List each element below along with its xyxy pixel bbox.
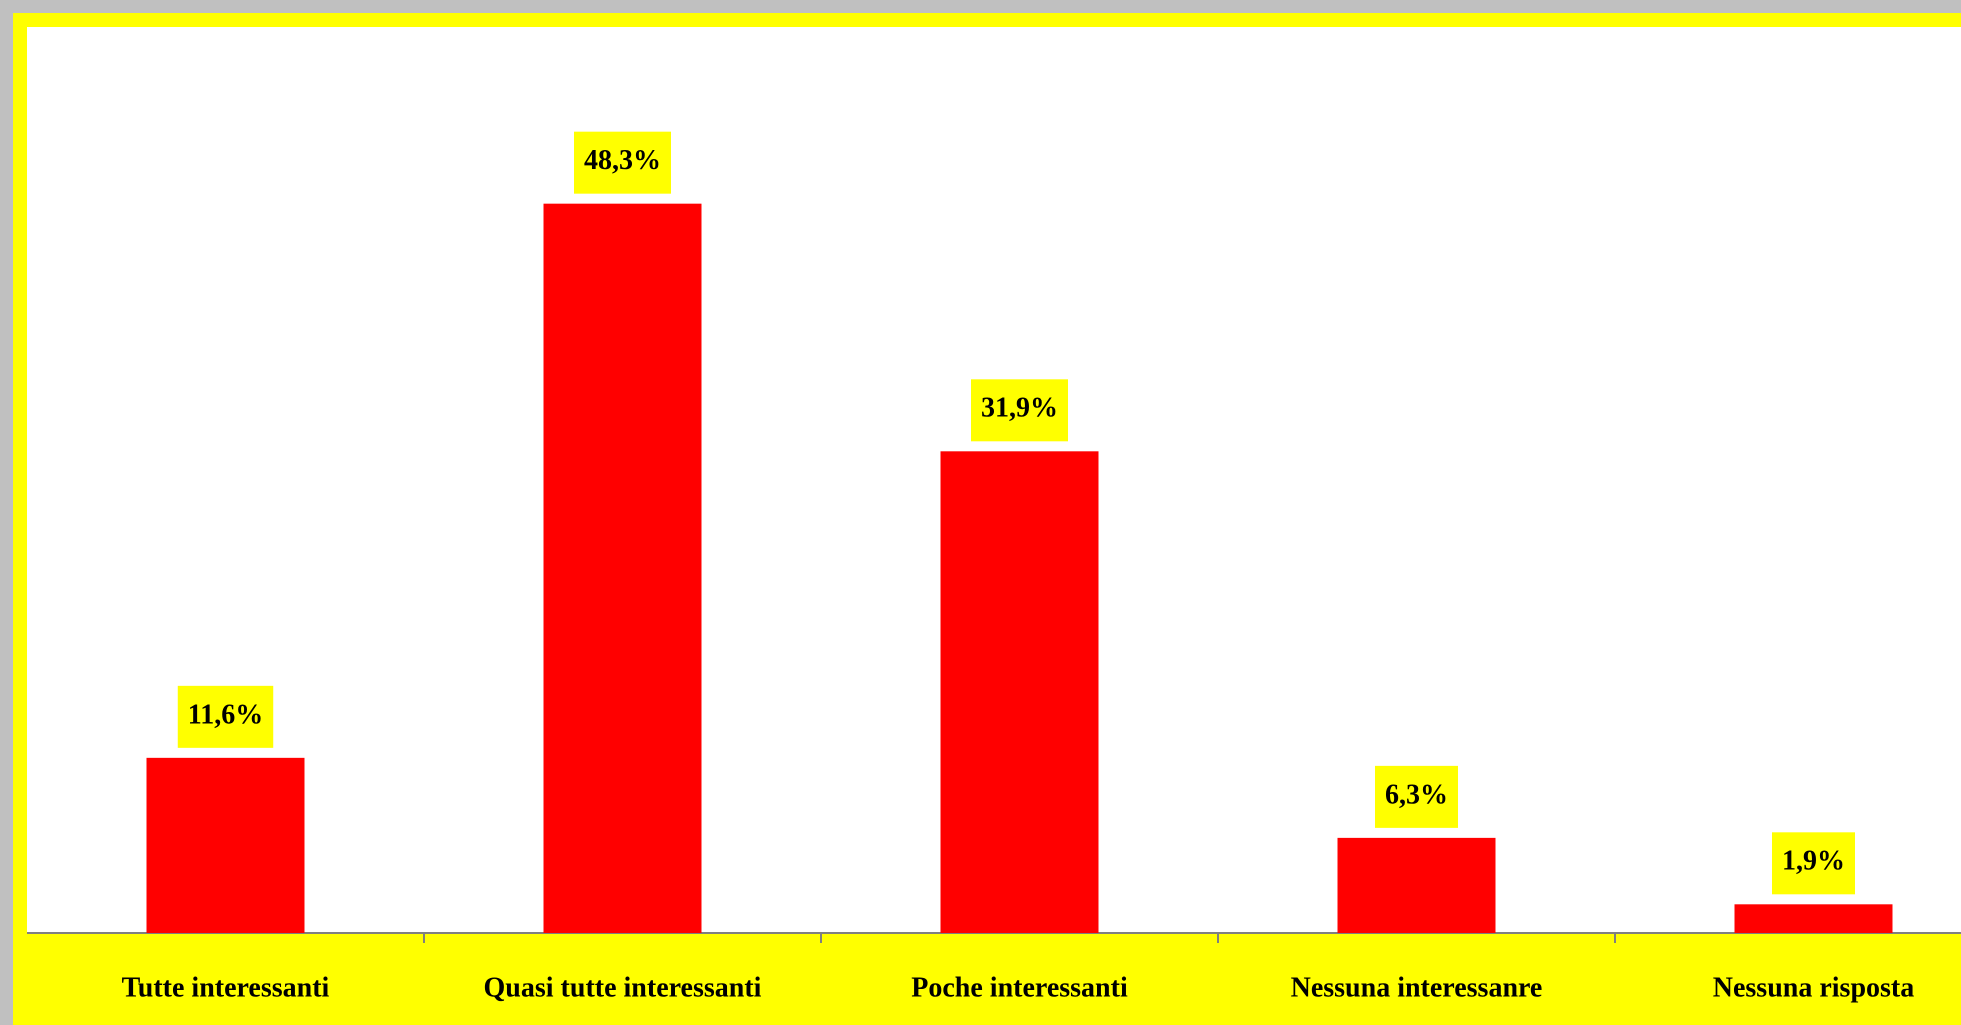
bar <box>543 203 702 934</box>
value-label-box <box>177 685 274 748</box>
x-tick-label: Quasi tutte interessanti <box>484 972 762 1003</box>
x-tick-label: Nessuna interessanre <box>1291 972 1543 1003</box>
bar <box>1337 837 1496 933</box>
value-label: 1,9% <box>1782 846 1845 877</box>
value-label-box <box>971 379 1068 442</box>
value-label: 6,3% <box>1385 779 1448 810</box>
value-label: 48,3% <box>584 145 661 176</box>
bar <box>146 757 305 933</box>
bar <box>940 451 1099 933</box>
x-tick-label: Tutte interessanti <box>122 972 330 1003</box>
value-label-box <box>1772 832 1855 895</box>
x-tick-label: Nessuna risposta <box>1713 972 1914 1003</box>
value-label: 11,6% <box>188 699 263 730</box>
value-label: 31,9% <box>981 393 1058 424</box>
x-tick-label: Poche interessanti <box>911 972 1128 1003</box>
value-label-box <box>1375 765 1458 828</box>
value-label-box <box>574 131 671 194</box>
bar <box>1734 904 1893 933</box>
